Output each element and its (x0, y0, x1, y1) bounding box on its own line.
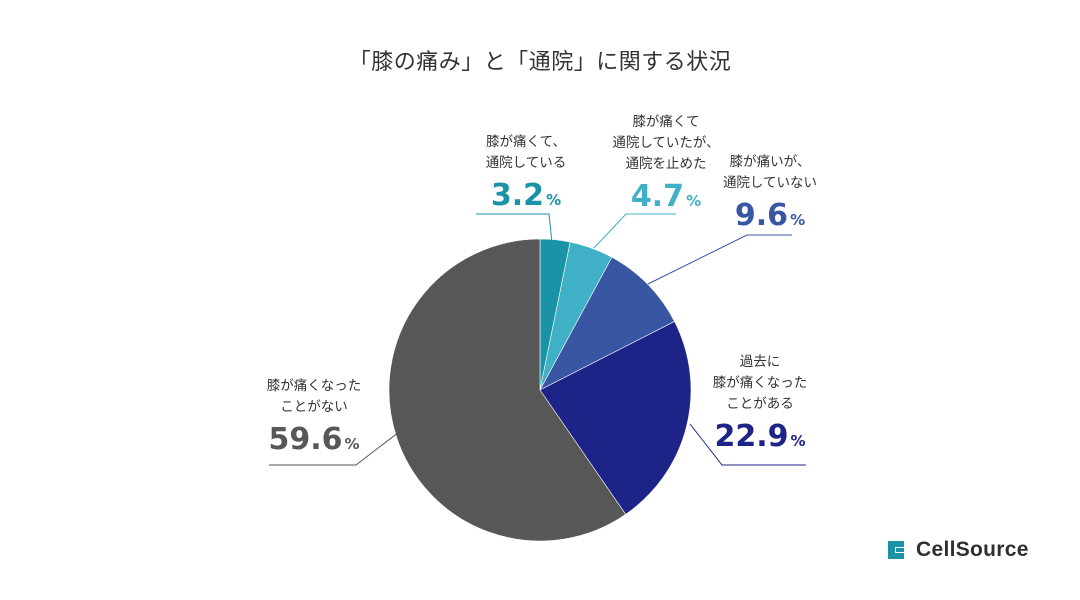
slice-value-number: 59.6 (268, 422, 343, 457)
slice-value-unit: % (686, 192, 702, 210)
slice-category: 膝が痛くなった ことがない (244, 376, 384, 418)
slice-category-line: 膝が痛くなった (266, 378, 362, 394)
slice-category-line: 通院を止めた (625, 156, 707, 172)
slice-value: 59.6% (244, 422, 384, 462)
slice-label-5: 膝が痛くなった ことがない 59.6% (244, 376, 384, 462)
slice-label-3: 膝が痛いが、 通院していない 9.6% (700, 152, 840, 238)
slice-value-number: 4.7 (630, 179, 685, 214)
slice-value: 4.7% (586, 179, 746, 219)
slice-category-line: 膝が痛くて、 (486, 134, 566, 150)
slice-category-line: 過去に (739, 354, 781, 370)
slice-category: 膝が痛くて、 通院している (456, 132, 596, 174)
slice-category-line: 通院している (485, 155, 567, 171)
slice-value-unit: % (546, 191, 562, 209)
slice-value: 3.2% (456, 178, 596, 218)
leader-line-5 (269, 431, 400, 466)
chart-title: 「膝の痛み」と「通院」に関する状況 (348, 50, 732, 75)
slice-value-number: 3.2 (490, 178, 545, 213)
slice-value: 22.9% (690, 419, 830, 459)
brand-logo: CellSource (884, 536, 1029, 564)
brand-name: CellSource (916, 538, 1029, 561)
slice-value-unit: % (790, 432, 806, 450)
slice-label-2: 膝が痛くて 通院していたが、 通院を止めた 4.7% (586, 112, 746, 219)
leader-line-1 (476, 213, 553, 244)
slice-value-unit: % (790, 211, 806, 229)
pie-slice-3 (539, 256, 675, 391)
slice-category: 膝が痛くて通院していたが、 通院を止めた (586, 112, 746, 175)
pie-slice-4 (539, 321, 692, 515)
cellsource-logo-icon (888, 541, 904, 559)
slice-value: 9.6% (700, 198, 840, 238)
slice-value-number: 9.6 (734, 198, 789, 233)
slice-category-line: 膝が痛いが、 (729, 154, 811, 170)
slice-category-line: 膝が痛くなった (712, 375, 808, 391)
leader-line-3 (647, 234, 792, 285)
slice-label-1: 膝が痛くて、 通院している 3.2% (456, 132, 596, 218)
slice-category-line: 膝が痛くて (632, 114, 700, 130)
slice-category-line: ことがない (280, 399, 348, 415)
slice-category-line: 通院していたが、 (612, 135, 720, 151)
slice-category: 膝が痛いが、 通院していない (700, 152, 840, 194)
leader-line-2 (593, 213, 676, 249)
slice-category-line: ことがある (726, 396, 794, 412)
slice-value-number: 22.9 (714, 419, 789, 454)
slice-label-4: 過去に 膝が痛くなった ことがある 22.9% (690, 352, 830, 459)
slice-category-line: 通院していない (722, 175, 818, 191)
slice-category: 過去に膝が痛くなった ことがある (690, 352, 830, 415)
leader-line-4 (689, 423, 806, 466)
slice-value-unit: % (344, 435, 360, 453)
